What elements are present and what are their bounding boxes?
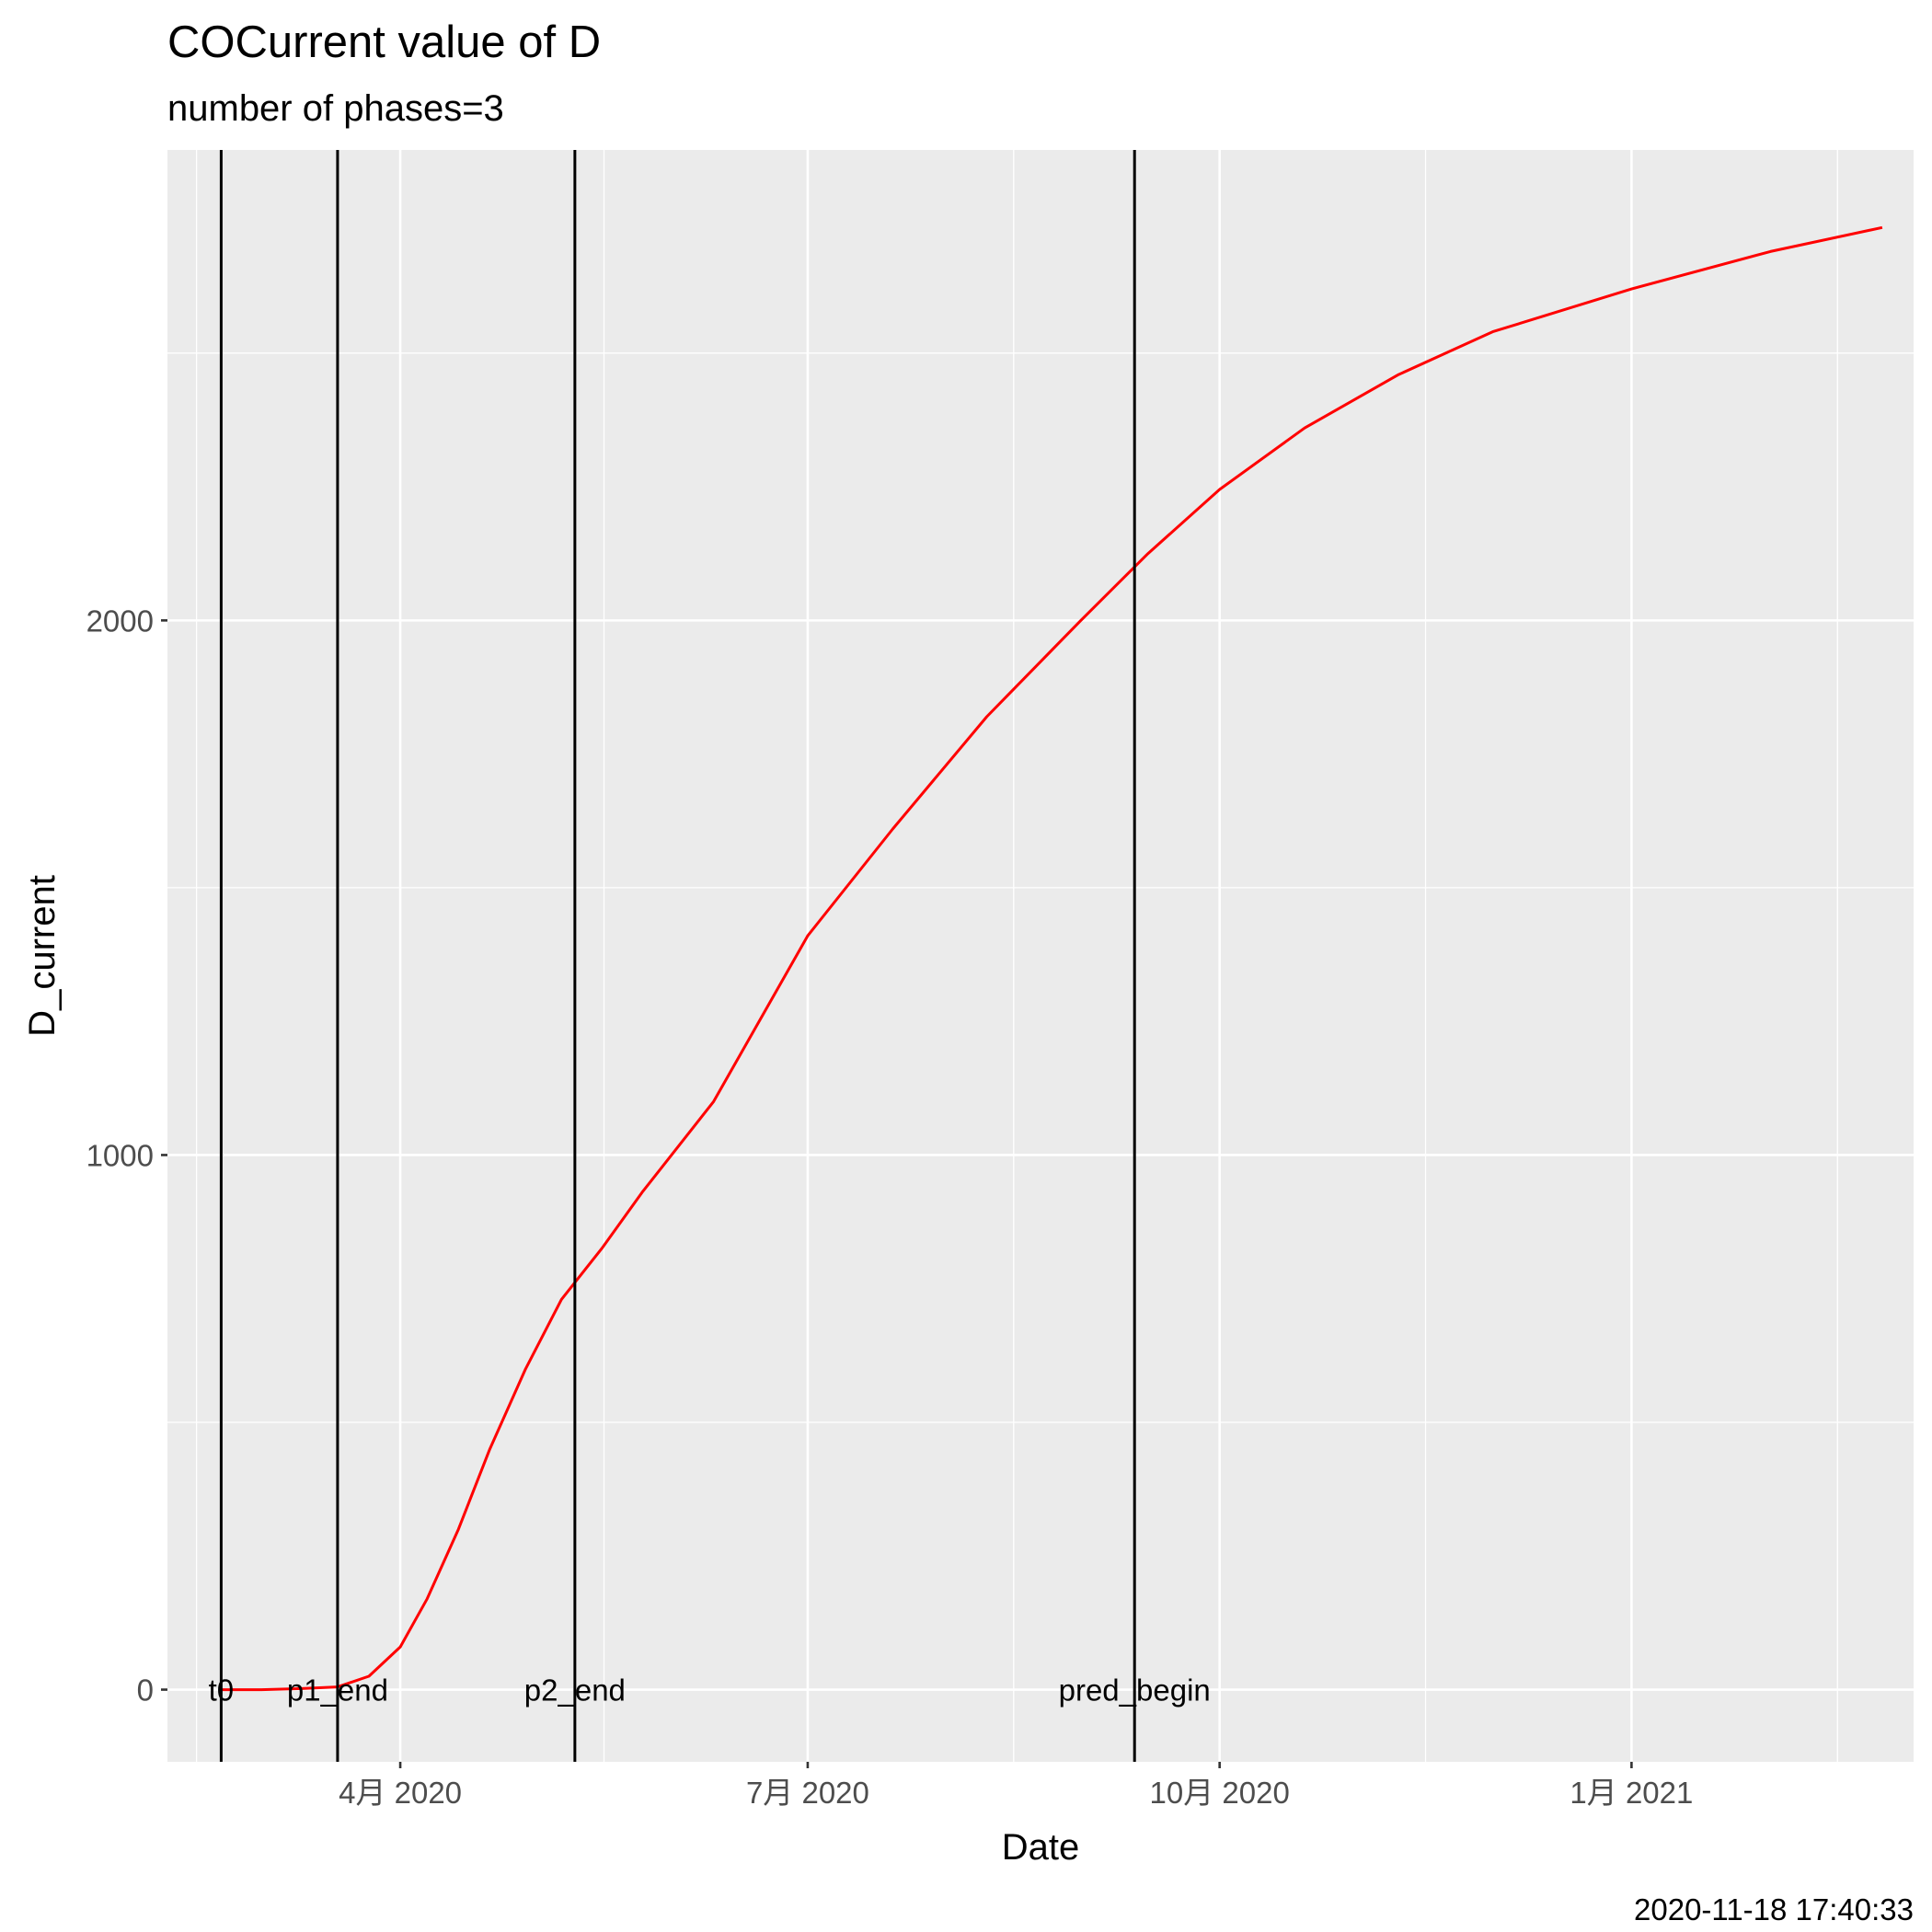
data-point [260, 1689, 262, 1691]
series-line-0 [221, 225, 1883, 1692]
y-axis-ticks: 0 1000 2000 [86, 604, 167, 1708]
data-point [1881, 226, 1883, 228]
data-point [1147, 553, 1149, 555]
chart-title: COCurrent value of D [167, 17, 601, 67]
data-point [641, 1191, 643, 1193]
data-point [1080, 620, 1082, 622]
minor-gridlines [167, 150, 1914, 1762]
data-point [1631, 288, 1633, 290]
data-point [1769, 251, 1771, 253]
data-point [892, 828, 894, 830]
data-point [986, 716, 988, 718]
phase-label: t0 [209, 1673, 235, 1708]
major-gridlines [167, 150, 1914, 1762]
data-point [426, 1598, 428, 1600]
data-point [1304, 427, 1305, 429]
data-point [1492, 331, 1494, 333]
data-point [399, 1646, 401, 1648]
data-point [560, 1299, 562, 1301]
x-tick-label: 4月 2020 [339, 1776, 462, 1810]
data-point [489, 1448, 491, 1450]
data-point [458, 1528, 460, 1530]
timestamp-caption: 2020-11-18 17:40:33 [1634, 1892, 1914, 1926]
phase-label: pred_begin [1059, 1673, 1211, 1708]
phase-label: p2_end [524, 1673, 626, 1708]
y-tick-label: 0 [137, 1673, 154, 1708]
x-tick-label: 10月 2020 [1150, 1776, 1290, 1810]
x-tick-label: 1月 2021 [1570, 1776, 1693, 1810]
x-tick-label: 7月 2020 [746, 1776, 869, 1810]
x-axis-title: Date [1002, 1827, 1080, 1868]
data-point [713, 1101, 715, 1103]
y-tick-label: 2000 [86, 604, 154, 638]
y-axis-title: D_current [22, 875, 63, 1037]
series-layer [221, 225, 1883, 1692]
data-point [1398, 374, 1400, 375]
data-point [601, 1248, 603, 1249]
phase-lines: t0 p1_end p2_end pred_begin [209, 150, 1211, 1762]
chart-subtitle: number of phases=3 [167, 88, 504, 129]
plot-panel [167, 150, 1914, 1762]
phase-label: p1_end [287, 1673, 388, 1708]
data-point [525, 1368, 527, 1370]
y-tick-label: 1000 [86, 1138, 154, 1172]
data-point [1219, 489, 1221, 490]
x-axis-ticks: 4月 2020 7月 2020 10月 2020 1月 2021 [339, 1762, 1693, 1810]
data-point [807, 935, 809, 937]
